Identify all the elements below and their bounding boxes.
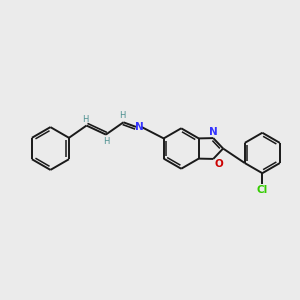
Text: Cl: Cl <box>257 185 268 195</box>
Text: H: H <box>103 136 110 146</box>
Text: N: N <box>135 122 144 132</box>
Text: O: O <box>214 159 223 169</box>
Text: N: N <box>209 127 218 137</box>
Text: H: H <box>119 111 125 120</box>
Text: H: H <box>82 115 88 124</box>
